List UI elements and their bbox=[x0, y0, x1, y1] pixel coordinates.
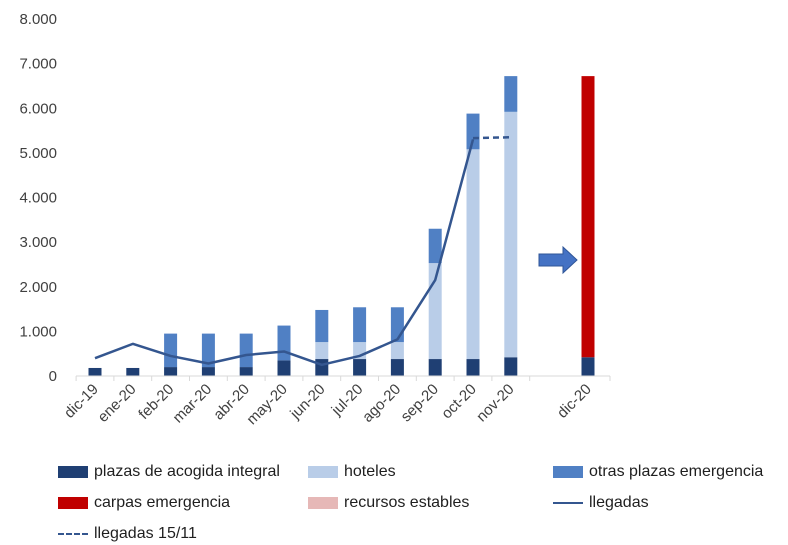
x-tick-label: ago-20 bbox=[359, 381, 404, 426]
bar-segment bbox=[239, 367, 253, 376]
chart: 0 1.000 2.000 3.000 4.000 5.000 6.000 7.000 8.00… bbox=[19, 11, 611, 428]
y-tick-label: 7.000 bbox=[19, 56, 57, 73]
y-tick-label: 4.000 bbox=[19, 190, 57, 207]
legend-label: otras plazas emergencia bbox=[589, 463, 764, 480]
legend-label: plazas de acogida integral bbox=[94, 463, 280, 480]
bar-segment bbox=[353, 307, 367, 343]
y-tick-label: 1.000 bbox=[19, 323, 57, 340]
bar-segment bbox=[239, 333, 253, 368]
x-tick-label: ene-20 bbox=[95, 381, 140, 426]
x-tick-label: dic-20 bbox=[554, 381, 595, 422]
llegadas-dashed-line bbox=[472, 136, 511, 140]
y-tick-label: 5.000 bbox=[19, 145, 57, 162]
y-tick-label: 0 bbox=[49, 368, 57, 385]
arrow-right-icon bbox=[538, 245, 578, 275]
bar-segment bbox=[88, 367, 102, 376]
legend-swatch bbox=[308, 466, 338, 478]
bar-segment bbox=[504, 76, 518, 112]
bar-segment bbox=[390, 307, 404, 343]
bar-segment bbox=[466, 149, 480, 360]
legend-item: carpas emergencia bbox=[58, 494, 230, 512]
llegadas-line bbox=[94, 139, 475, 367]
y-tick-label: 3.000 bbox=[19, 234, 57, 251]
legend-item: llegadas 15/11 bbox=[58, 525, 197, 543]
lines bbox=[94, 136, 511, 367]
legend-label: carpas emergencia bbox=[94, 494, 231, 511]
bar-segment bbox=[504, 111, 518, 358]
bar-segment bbox=[466, 359, 480, 376]
legend-item: otras plazas emergencia bbox=[553, 463, 763, 481]
bars bbox=[88, 76, 595, 376]
legend-item: llegadas bbox=[553, 494, 649, 512]
bar-segment bbox=[504, 357, 518, 376]
bar-segment bbox=[201, 367, 215, 376]
bar-segment bbox=[315, 309, 329, 343]
x-axis: dic-19ene-20feb-20mar-20abr-20may-20jun-… bbox=[61, 376, 611, 428]
bar-segment bbox=[126, 367, 140, 376]
y-tick-label: 8.000 bbox=[19, 11, 57, 28]
legend-label: llegadas bbox=[589, 494, 649, 511]
bar-segment bbox=[428, 359, 442, 376]
bar-segment bbox=[277, 360, 291, 376]
x-tick-label: oct-20 bbox=[438, 381, 480, 423]
legend-item: plazas de acogida integral bbox=[58, 463, 280, 481]
bar-segment bbox=[315, 342, 329, 360]
bar-segment bbox=[390, 359, 404, 376]
legend-item: recursos estables bbox=[308, 494, 469, 512]
x-tick-label: mar-20 bbox=[170, 381, 216, 427]
bar-segment bbox=[201, 333, 215, 368]
x-tick-label: may-20 bbox=[243, 381, 290, 428]
bar-segment bbox=[428, 228, 442, 264]
legend-item: hoteles bbox=[308, 463, 396, 481]
legend: plazas de acogida integral hoteles otras… bbox=[0, 455, 788, 545]
legend-line bbox=[553, 502, 583, 504]
x-tick-label: nov-20 bbox=[473, 381, 517, 425]
bar-segment bbox=[164, 333, 178, 368]
y-axis: 0 1.000 2.000 3.000 4.000 5.000 6.000 7.000 8.00… bbox=[19, 11, 57, 385]
legend-swatch bbox=[553, 466, 583, 478]
legend-label: hoteles bbox=[344, 463, 396, 480]
legend-swatch bbox=[308, 497, 338, 509]
y-tick-label: 2.000 bbox=[19, 279, 57, 296]
legend-label: recursos estables bbox=[344, 494, 470, 511]
legend-swatch bbox=[58, 466, 88, 478]
legend-swatch bbox=[58, 497, 88, 509]
bar-segment bbox=[164, 367, 178, 376]
legend-label: llegadas 15/11 bbox=[94, 525, 197, 542]
x-tick-label: jun-20 bbox=[286, 381, 328, 423]
bar-segment bbox=[390, 342, 404, 360]
bar-segment bbox=[466, 113, 480, 150]
bar-segment bbox=[315, 359, 329, 376]
y-tick-label: 6.000 bbox=[19, 100, 57, 117]
annotations bbox=[538, 245, 578, 275]
bar-segment bbox=[353, 359, 367, 376]
bar-segment bbox=[581, 76, 595, 358]
bar-segment bbox=[581, 357, 595, 376]
bar-segment bbox=[277, 325, 291, 361]
legend-dashed-line bbox=[58, 533, 88, 535]
x-tick-label: sep-20 bbox=[398, 381, 442, 425]
